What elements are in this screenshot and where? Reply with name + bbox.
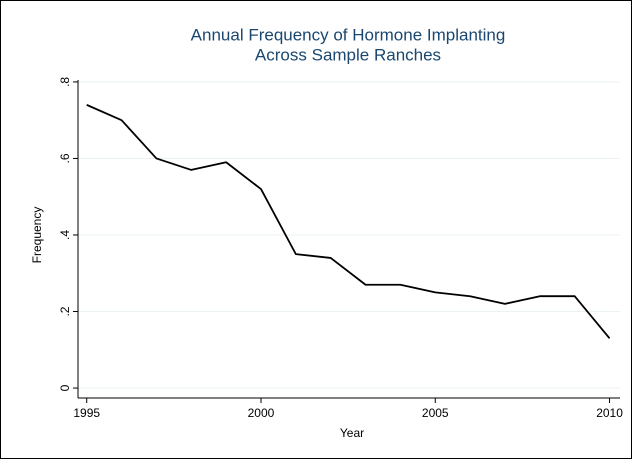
y-axis-title: Frequency	[30, 207, 44, 264]
y-tick-label: 0	[58, 384, 72, 391]
chart-title: Annual Frequency of Hormone Implanting	[191, 25, 506, 44]
x-tick-label: 2010	[596, 406, 623, 420]
x-tick-label: 2000	[248, 406, 275, 420]
y-tick-label: .6	[58, 153, 72, 163]
y-tick-label: .4	[58, 230, 72, 240]
x-tick-label: 2005	[422, 406, 449, 420]
x-axis-title: Year	[340, 426, 364, 440]
x-tick-label: 1995	[73, 406, 100, 420]
chart-title: Across Sample Ranches	[255, 45, 441, 64]
data-line	[86, 104, 611, 339]
y-tick-label: .2	[58, 306, 72, 316]
y-tick-label: .8	[58, 77, 72, 87]
